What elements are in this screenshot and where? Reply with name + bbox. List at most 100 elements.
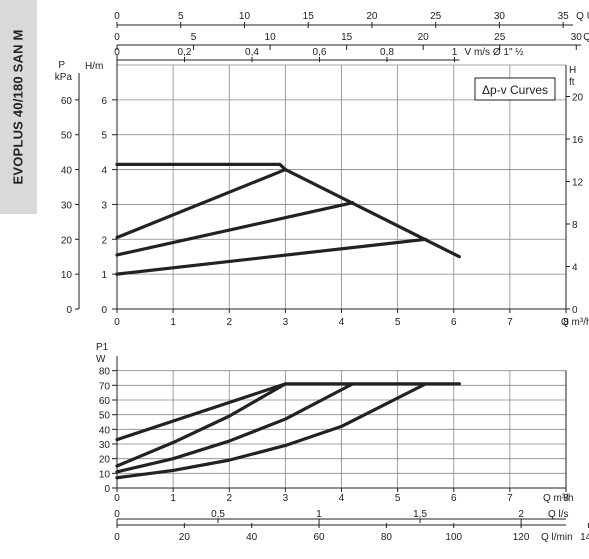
usgpm-tick-label: 25	[430, 11, 442, 22]
x-tick-label: 1	[170, 493, 176, 504]
ft-tick-label: 4	[572, 263, 578, 274]
lpm-tick-label: 100	[445, 532, 462, 543]
usgpm-tick-label: 5	[178, 11, 184, 22]
velocity-tick-label: 0,4	[245, 47, 259, 58]
x-tick-label: 2	[226, 317, 232, 328]
kpa-tick-label: 60	[61, 96, 73, 107]
lpm-tick-label: 40	[246, 532, 258, 543]
ft-tick-label: 8	[572, 220, 578, 231]
x-tick-label: 4	[339, 493, 345, 504]
x-tick-label: 1	[170, 317, 176, 328]
kpa-unit2: kPa	[55, 72, 73, 83]
x-tick-label: 0	[114, 493, 120, 504]
power-curve	[115, 382, 355, 474]
kpa-tick-label: 40	[61, 166, 73, 177]
lpm-axis-label: Q l/min	[541, 532, 573, 543]
impgpm-tick-label: 25	[494, 32, 506, 43]
impgpm-tick-label: 5	[191, 32, 197, 43]
impgpm-tick-label: 0	[114, 32, 120, 43]
lps-tick-label: 2	[518, 509, 524, 520]
title-box	[474, 77, 556, 101]
p1-tick-label: 70	[99, 381, 111, 392]
kpa-tick-label: 20	[61, 235, 73, 246]
kpa-tick-label: 50	[61, 131, 73, 142]
velocity-tick-label: 1	[452, 47, 458, 58]
ft-tick-label: 20	[572, 93, 584, 104]
velocity-tick-label: 0,2	[178, 47, 192, 58]
usgpm-tick-label: 30	[494, 11, 506, 22]
head-curve	[115, 162, 461, 259]
x-tick-label: 8	[563, 493, 569, 504]
kpa-tick-label: 30	[61, 200, 73, 211]
lps-tick-label: 0	[114, 509, 120, 520]
x-tick-label: 3	[283, 317, 289, 328]
usgpm-tick-label: 35	[558, 11, 570, 22]
impgpm-tick-label: 20	[418, 32, 430, 43]
head-curve	[115, 167, 287, 240]
usgpm-tick-label: 15	[303, 11, 315, 22]
h-tick-label: 5	[101, 131, 107, 142]
x-tick-label: 4	[339, 317, 345, 328]
x-tick-label: 0	[114, 317, 120, 328]
lps-tick-label: 1	[316, 509, 322, 520]
x-tick-label: 6	[451, 317, 457, 328]
h-tick-label: 6	[101, 96, 107, 107]
velocity-tick-label: 0,6	[313, 47, 327, 58]
p1-tick-label: 10	[99, 469, 111, 480]
lps-tick-label: 0,5	[211, 509, 225, 520]
p1-tick-label: 40	[99, 425, 111, 436]
usgpm-axis-label: Q USgpm	[576, 11, 589, 22]
x-tick-label: 5	[395, 317, 401, 328]
ft-tick-label: 16	[572, 135, 584, 146]
side-tab: EVOPLUS 40/180 SAN M	[0, 0, 37, 214]
chart-title: Δp-v Curves	[482, 83, 548, 97]
h-tick-label: 2	[101, 235, 107, 246]
kpa-tick-label: 0	[66, 305, 72, 316]
p1-tick-label: 60	[99, 396, 111, 407]
power-curve	[115, 382, 428, 480]
p1-tick-label: 30	[99, 440, 111, 451]
ft-unit2: ft	[569, 77, 575, 88]
impgpm-axis-label: Q IMPgpm	[583, 32, 589, 43]
x-tick-label: 5	[395, 493, 401, 504]
p1-tick-label: 20	[99, 455, 111, 466]
usgpm-tick-label: 20	[366, 11, 378, 22]
x-tick-label: 7	[507, 493, 513, 504]
ft-tick-label: 0	[572, 305, 578, 316]
impgpm-tick-label: 15	[341, 32, 353, 43]
kpa-tick-label: 10	[61, 270, 73, 281]
lpm-tick-label: 60	[313, 532, 325, 543]
head-curve	[115, 201, 355, 257]
h-tick-label: 0	[101, 305, 107, 316]
x-tick-label: 2	[226, 493, 232, 504]
x-tick-label: 8	[563, 317, 569, 328]
velocity-axis-label: V m/s Ø 1" ½	[465, 47, 525, 58]
x-tick-label: 6	[451, 493, 457, 504]
h-tick-label: 4	[101, 166, 107, 177]
lpm-tick-label: 120	[513, 532, 530, 543]
lpm-tick-label: 140	[580, 532, 589, 543]
impgpm-tick-label: 10	[265, 32, 277, 43]
kpa-unit: P	[58, 60, 65, 71]
x-axis-label: Q m³/h	[543, 493, 574, 504]
h-tick-label: 1	[101, 270, 107, 281]
lps-tick-label: 1,5	[413, 509, 427, 520]
power-curve	[115, 382, 287, 468]
h-tick-label: 3	[101, 200, 107, 211]
p1-tick-label: 80	[99, 367, 111, 378]
usgpm-tick-label: 0	[114, 11, 120, 22]
x-tick-label: 3	[283, 493, 289, 504]
h-unit: H/m	[85, 61, 103, 72]
ft-tick-label: 12	[572, 178, 584, 189]
x-axis-label: Q m³/h	[561, 317, 589, 328]
p1-unit: P1	[96, 342, 109, 353]
impgpm-tick-label: 30	[571, 32, 583, 43]
usgpm-tick-label: 10	[239, 11, 251, 22]
velocity-tick-label: 0,8	[380, 47, 394, 58]
ft-unit: H	[569, 65, 576, 76]
lpm-tick-label: 80	[381, 532, 393, 543]
p1-tick-label: 50	[99, 411, 111, 422]
lps-axis-label: Q l/s	[548, 509, 569, 520]
velocity-tick-label: 0	[114, 47, 120, 58]
